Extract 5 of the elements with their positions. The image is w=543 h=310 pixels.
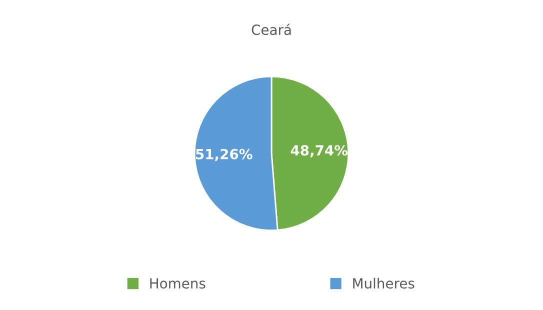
legend-label: Homens [150, 278, 206, 289]
data-label: 48,74% [290, 145, 348, 158]
data-label: 51,26% [196, 148, 252, 162]
legend-label: Mulheres [353, 278, 414, 289]
chart-title: Ceará [252, 24, 291, 36]
